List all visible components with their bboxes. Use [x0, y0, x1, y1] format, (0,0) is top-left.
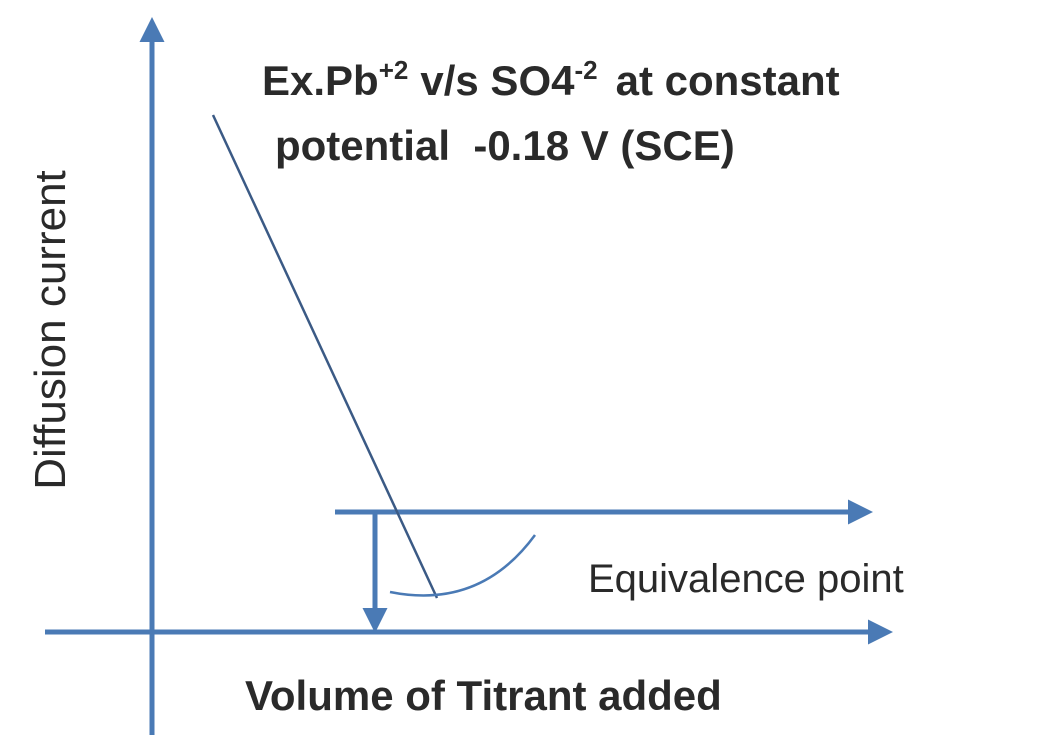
text: at constant — [616, 57, 840, 104]
superscript: +2 — [379, 55, 409, 85]
annotation-line1: Ex.Pb+2 v/s SO4-2 at constant — [262, 55, 840, 104]
annotation-line2: potential -0.18 V (SCE) — [275, 122, 735, 169]
superscript: -2 — [574, 55, 597, 85]
marker-label: Equivalence point — [588, 557, 904, 601]
titration-line — [211, 114, 439, 599]
curve — [389, 534, 537, 597]
text: Ex.Pb — [262, 57, 379, 104]
x-axis-label: Volume of Titrant added — [245, 672, 722, 719]
text: v/s SO4 — [420, 57, 575, 104]
y-axis-label: Diffusion current — [26, 170, 75, 490]
